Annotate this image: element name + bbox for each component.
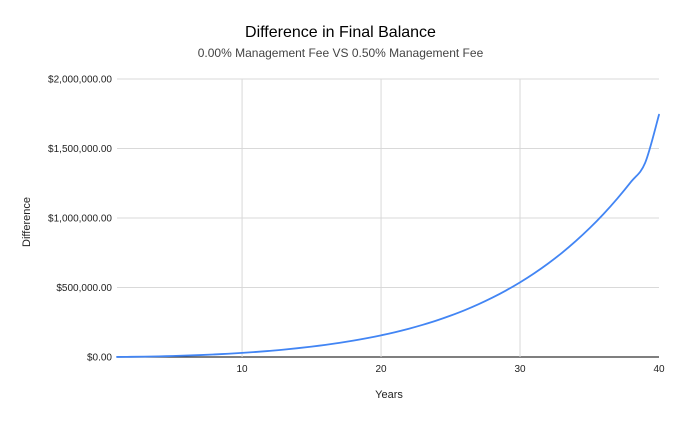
x-axis-title: Years	[375, 389, 403, 401]
series-lines	[116, 113, 660, 358]
series-line	[116, 113, 660, 358]
x-tick-label: 30	[514, 364, 526, 375]
y-tick-label: $500,000.00	[56, 283, 112, 294]
chart-title: Difference in Final Balance	[245, 24, 436, 41]
y-tick-label: $1,500,000.00	[48, 144, 112, 155]
x-tick-label: 10	[237, 364, 249, 375]
tick-labels: $0.00 $500,000.00 $1,000,000.00 $1,500,000.…	[48, 75, 665, 376]
y-axis-title: Difference	[21, 197, 33, 247]
chart-subtitle: 0.00% Management Fee VS 0.50% Management…	[198, 46, 484, 60]
y-tick-label: $2,000,000.00	[48, 75, 112, 86]
y-tick-label: $1,000,000.00	[48, 214, 112, 225]
grid-lines	[117, 78, 659, 358]
x-tick-label: 40	[653, 364, 665, 375]
x-tick-label: 20	[375, 364, 387, 375]
y-tick-label: $0.00	[87, 353, 112, 364]
